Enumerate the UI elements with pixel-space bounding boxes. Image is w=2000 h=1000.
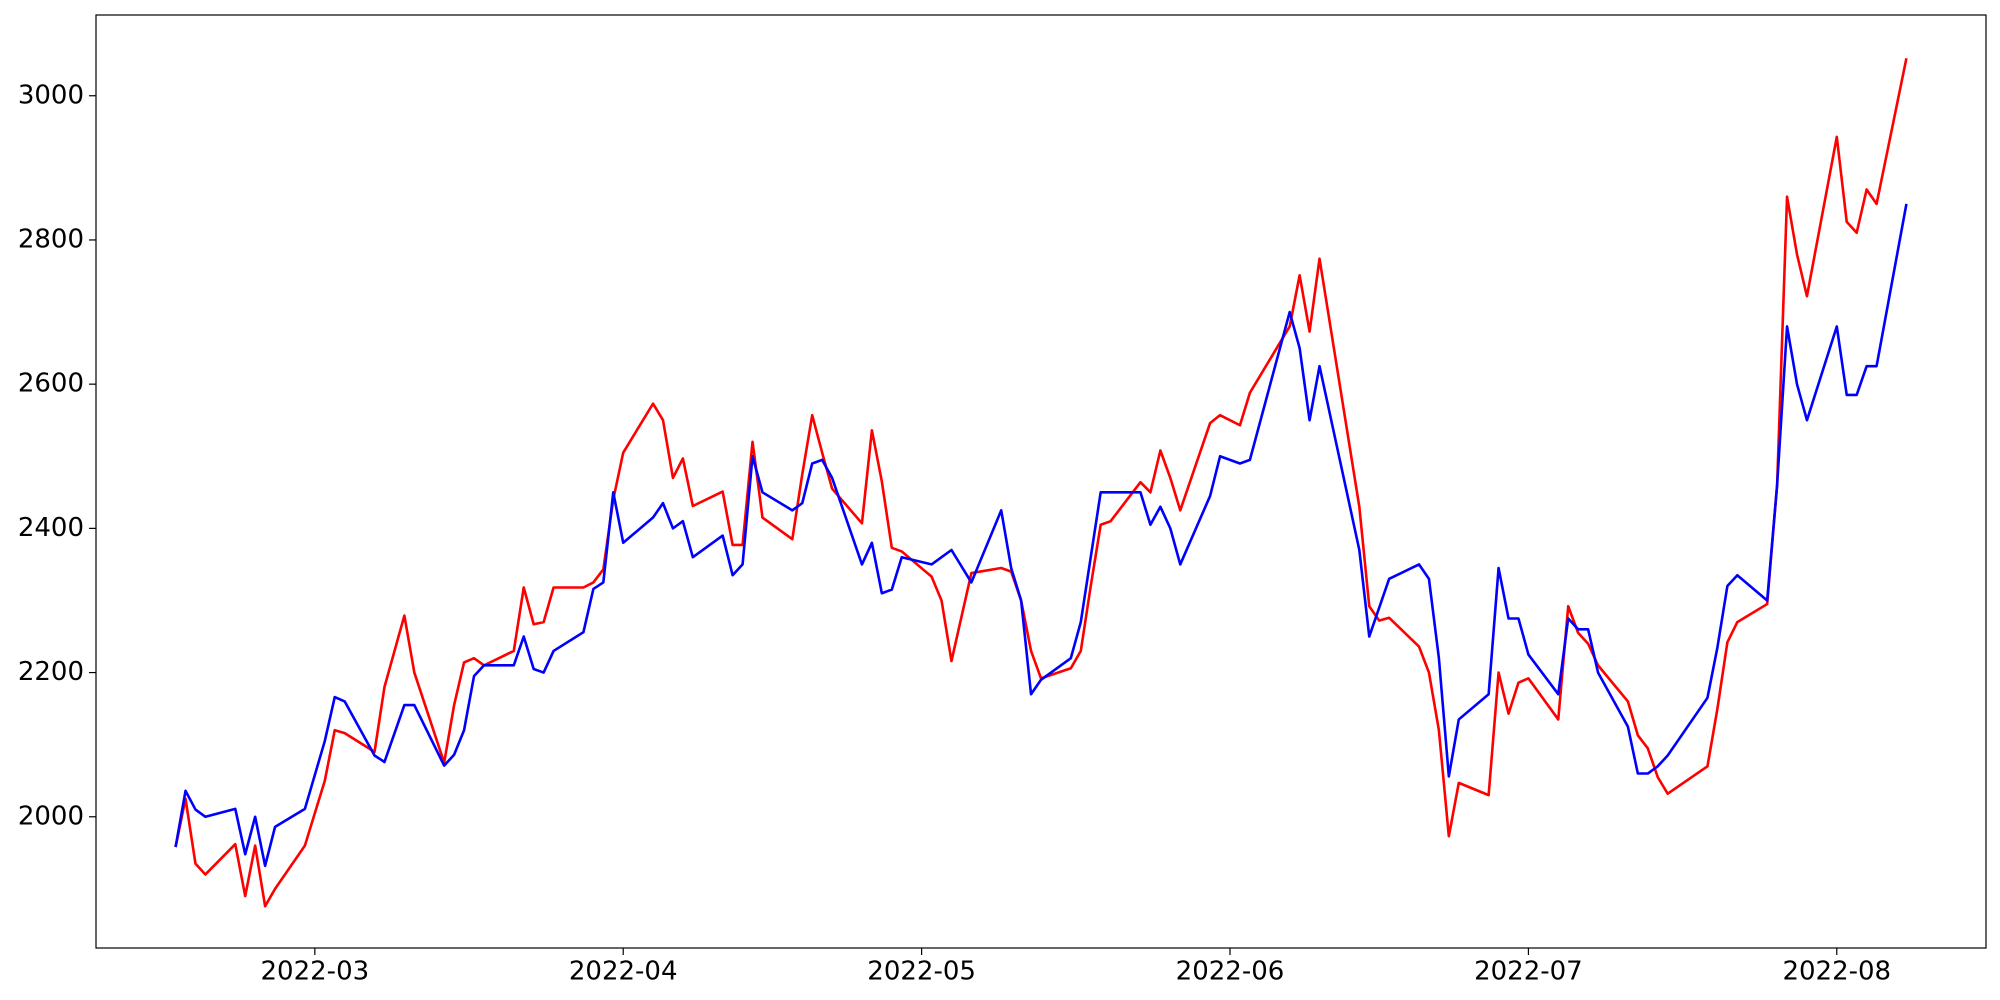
x-tick-label: 2022-08 (1782, 957, 1891, 987)
y-tick-label: 2000 (18, 801, 84, 831)
x-tick-label: 2022-06 (1176, 957, 1285, 987)
x-tick-label: 2022-03 (261, 957, 370, 987)
y-tick-label: 2800 (18, 224, 84, 254)
y-tick-label: 3000 (18, 80, 84, 110)
series-line (174, 203, 1908, 868)
x-tick-label: 2022-05 (867, 957, 976, 987)
y-tick-label: 2200 (18, 657, 84, 687)
x-tick-label: 2022-07 (1474, 957, 1583, 987)
y-tick-label: 2600 (18, 369, 84, 399)
x-tick-label: 2022-04 (569, 957, 678, 987)
plot-frame (95, 14, 1987, 949)
series-line (174, 57, 1908, 908)
y-tick-label: 2400 (18, 513, 84, 543)
